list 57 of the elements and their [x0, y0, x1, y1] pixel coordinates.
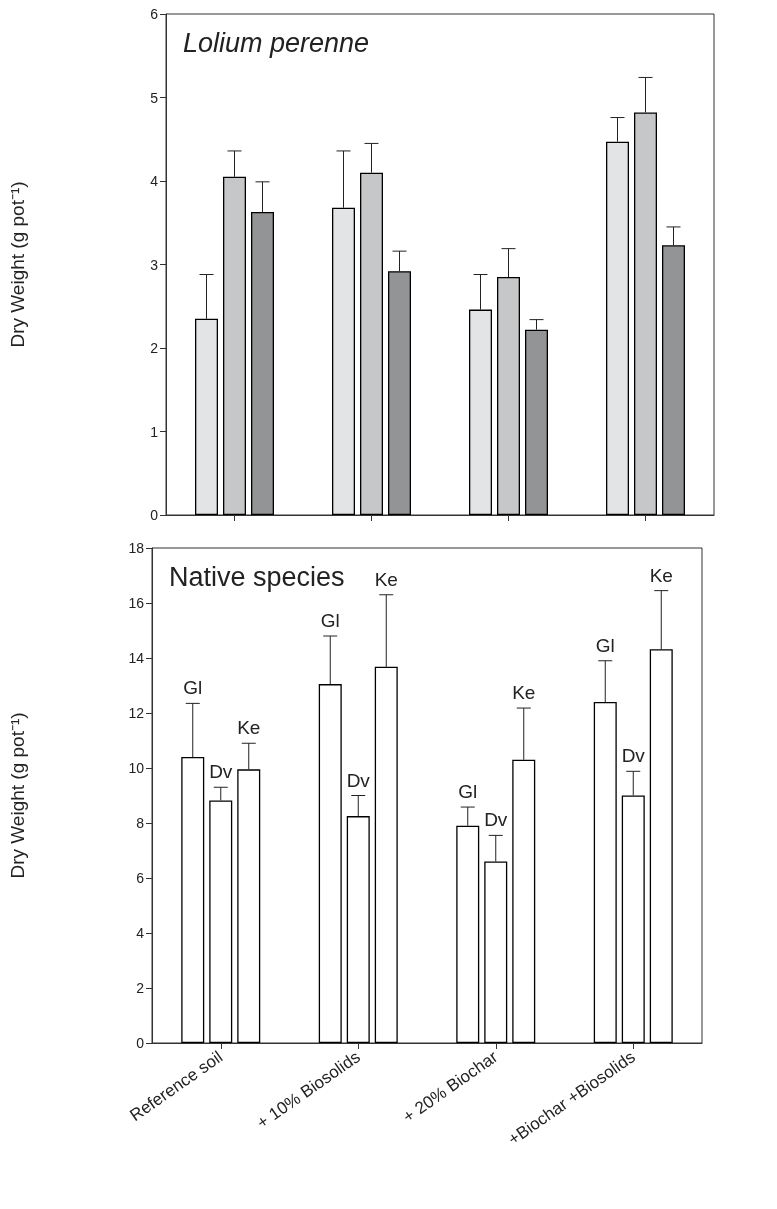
text: Dv: [346, 769, 370, 791]
text: Ke: [649, 564, 673, 586]
y-axis-title: Dry Weight (g pot⁻¹): [7, 181, 28, 348]
bar: [388, 271, 411, 515]
text: Native species: [169, 561, 345, 592]
text: Dv: [621, 745, 645, 767]
bar: [181, 757, 205, 1043]
y-tick-label: 12: [128, 705, 145, 721]
bar: [497, 277, 520, 515]
bar: [346, 816, 370, 1043]
bar: [593, 702, 617, 1043]
y-tick-label: 1: [150, 423, 159, 440]
bar: [634, 112, 657, 515]
text: Dv: [484, 809, 508, 831]
y-tick-label: 18: [128, 540, 145, 556]
y-tick-label: 10: [128, 760, 145, 776]
y-tick-label: 2: [136, 980, 145, 996]
y-tick-label: 4: [150, 173, 159, 189]
bar: [223, 176, 246, 515]
bar: [621, 795, 645, 1043]
y-tick-label: 6: [150, 6, 159, 22]
bar: [512, 759, 536, 1043]
y-axis-title: Dry Weight (g pot⁻¹): [7, 712, 28, 879]
bar: [209, 800, 233, 1043]
bar: [484, 861, 508, 1043]
y-tick-label: 4: [136, 925, 145, 941]
y-tick-label: 3: [150, 256, 159, 273]
bar: [360, 172, 383, 515]
bar: [318, 684, 342, 1043]
bar: [332, 207, 355, 515]
y-tick-label: 16: [128, 595, 145, 611]
bar: [456, 825, 480, 1043]
series-label: Ke: [237, 717, 261, 739]
y-tick-label: 14: [128, 650, 145, 666]
bar: [251, 211, 274, 515]
bar: [237, 769, 261, 1043]
series-label: Gl: [458, 781, 478, 803]
y-tick-label: 8: [136, 815, 145, 831]
text: Gl: [183, 677, 203, 699]
bar: [649, 649, 673, 1043]
bar: [525, 329, 548, 515]
y-tick-label: 2: [150, 340, 159, 356]
y-tick-label: 6: [136, 870, 145, 886]
bar: [469, 309, 492, 515]
bar: [662, 245, 685, 515]
bar: [374, 666, 398, 1043]
bar: [195, 318, 218, 515]
text: Gl: [320, 610, 340, 631]
text: Ke: [512, 682, 536, 704]
y-tick-label: 5: [150, 89, 159, 106]
series-label: Dv: [209, 761, 233, 783]
text: Gl: [595, 634, 615, 656]
text: Lolium perenne: [183, 27, 370, 58]
text: Ke: [374, 568, 398, 590]
y-tick-label: 0: [136, 1035, 145, 1051]
y-tick-label: 0: [150, 507, 159, 523]
bar: [606, 141, 629, 515]
